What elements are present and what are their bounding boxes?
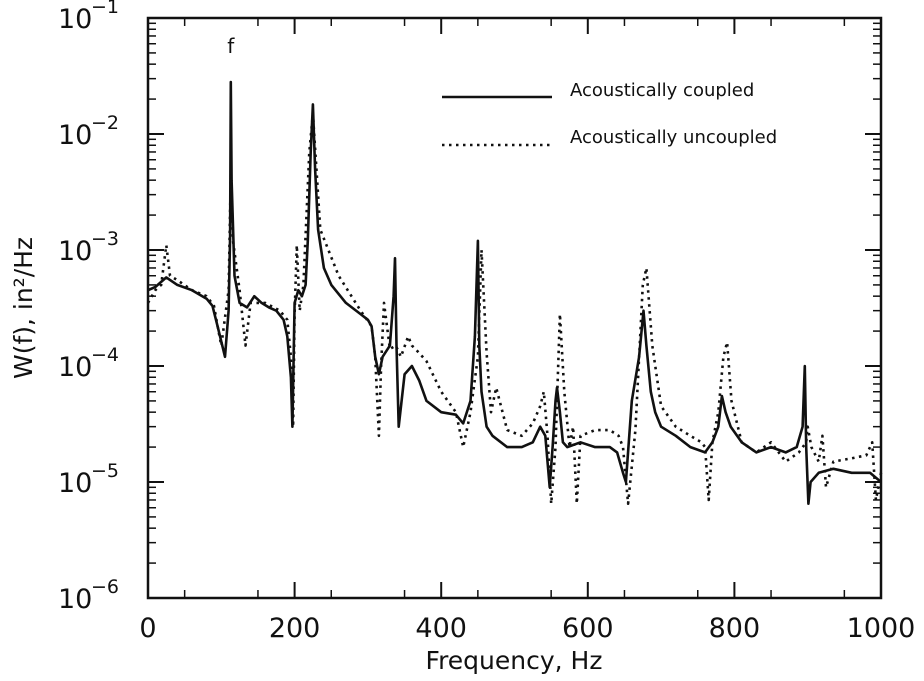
y-axis-label: W(f), in²/Hz [9, 237, 38, 379]
series-line-uncoupled [146, 112, 883, 506]
legend-label-uncoupled: Acoustically uncoupled [570, 127, 777, 148]
x-axis-label: Frequency, Hz [426, 646, 603, 675]
x-tick-label: 0 [139, 613, 156, 644]
tick-labels: 0 200 400 600 800 100010−610−510−410−310−210−… [58, 0, 915, 644]
y-tick-label-exponent: −6 [91, 576, 119, 598]
x-tick-label: 200 [269, 613, 321, 644]
annotation-label: f [227, 34, 235, 58]
series-layer [146, 80, 883, 506]
y-tick-label-base: 10 [58, 468, 92, 499]
y-tick-label-base: 10 [58, 236, 92, 267]
y-tick-label-base: 10 [58, 120, 92, 151]
ticks [147, 17, 882, 599]
plot-frame [146, 16, 883, 600]
y-tick-label-exponent: −1 [91, 0, 119, 18]
y-tick-label-base: 10 [58, 4, 92, 35]
y-tick-label-exponent: −3 [91, 228, 119, 250]
y-tick-label-exponent: −2 [91, 112, 119, 134]
y-tick-label-base: 10 [58, 584, 92, 615]
legend: Acoustically coupled Acoustically uncoup… [442, 80, 777, 148]
y-tick-label-base: 10 [58, 352, 92, 383]
x-tick-label: 600 [562, 613, 614, 644]
x-tick-label: 1000 [847, 613, 916, 644]
x-tick-label: 800 [709, 613, 761, 644]
y-tick-label-exponent: −5 [91, 460, 119, 482]
x-tick-label: 400 [415, 613, 467, 644]
series-line-coupled [147, 80, 882, 506]
legend-label-coupled: Acoustically coupled [570, 80, 754, 101]
y-tick-label-exponent: −4 [91, 344, 119, 366]
annotations: f [227, 34, 235, 58]
